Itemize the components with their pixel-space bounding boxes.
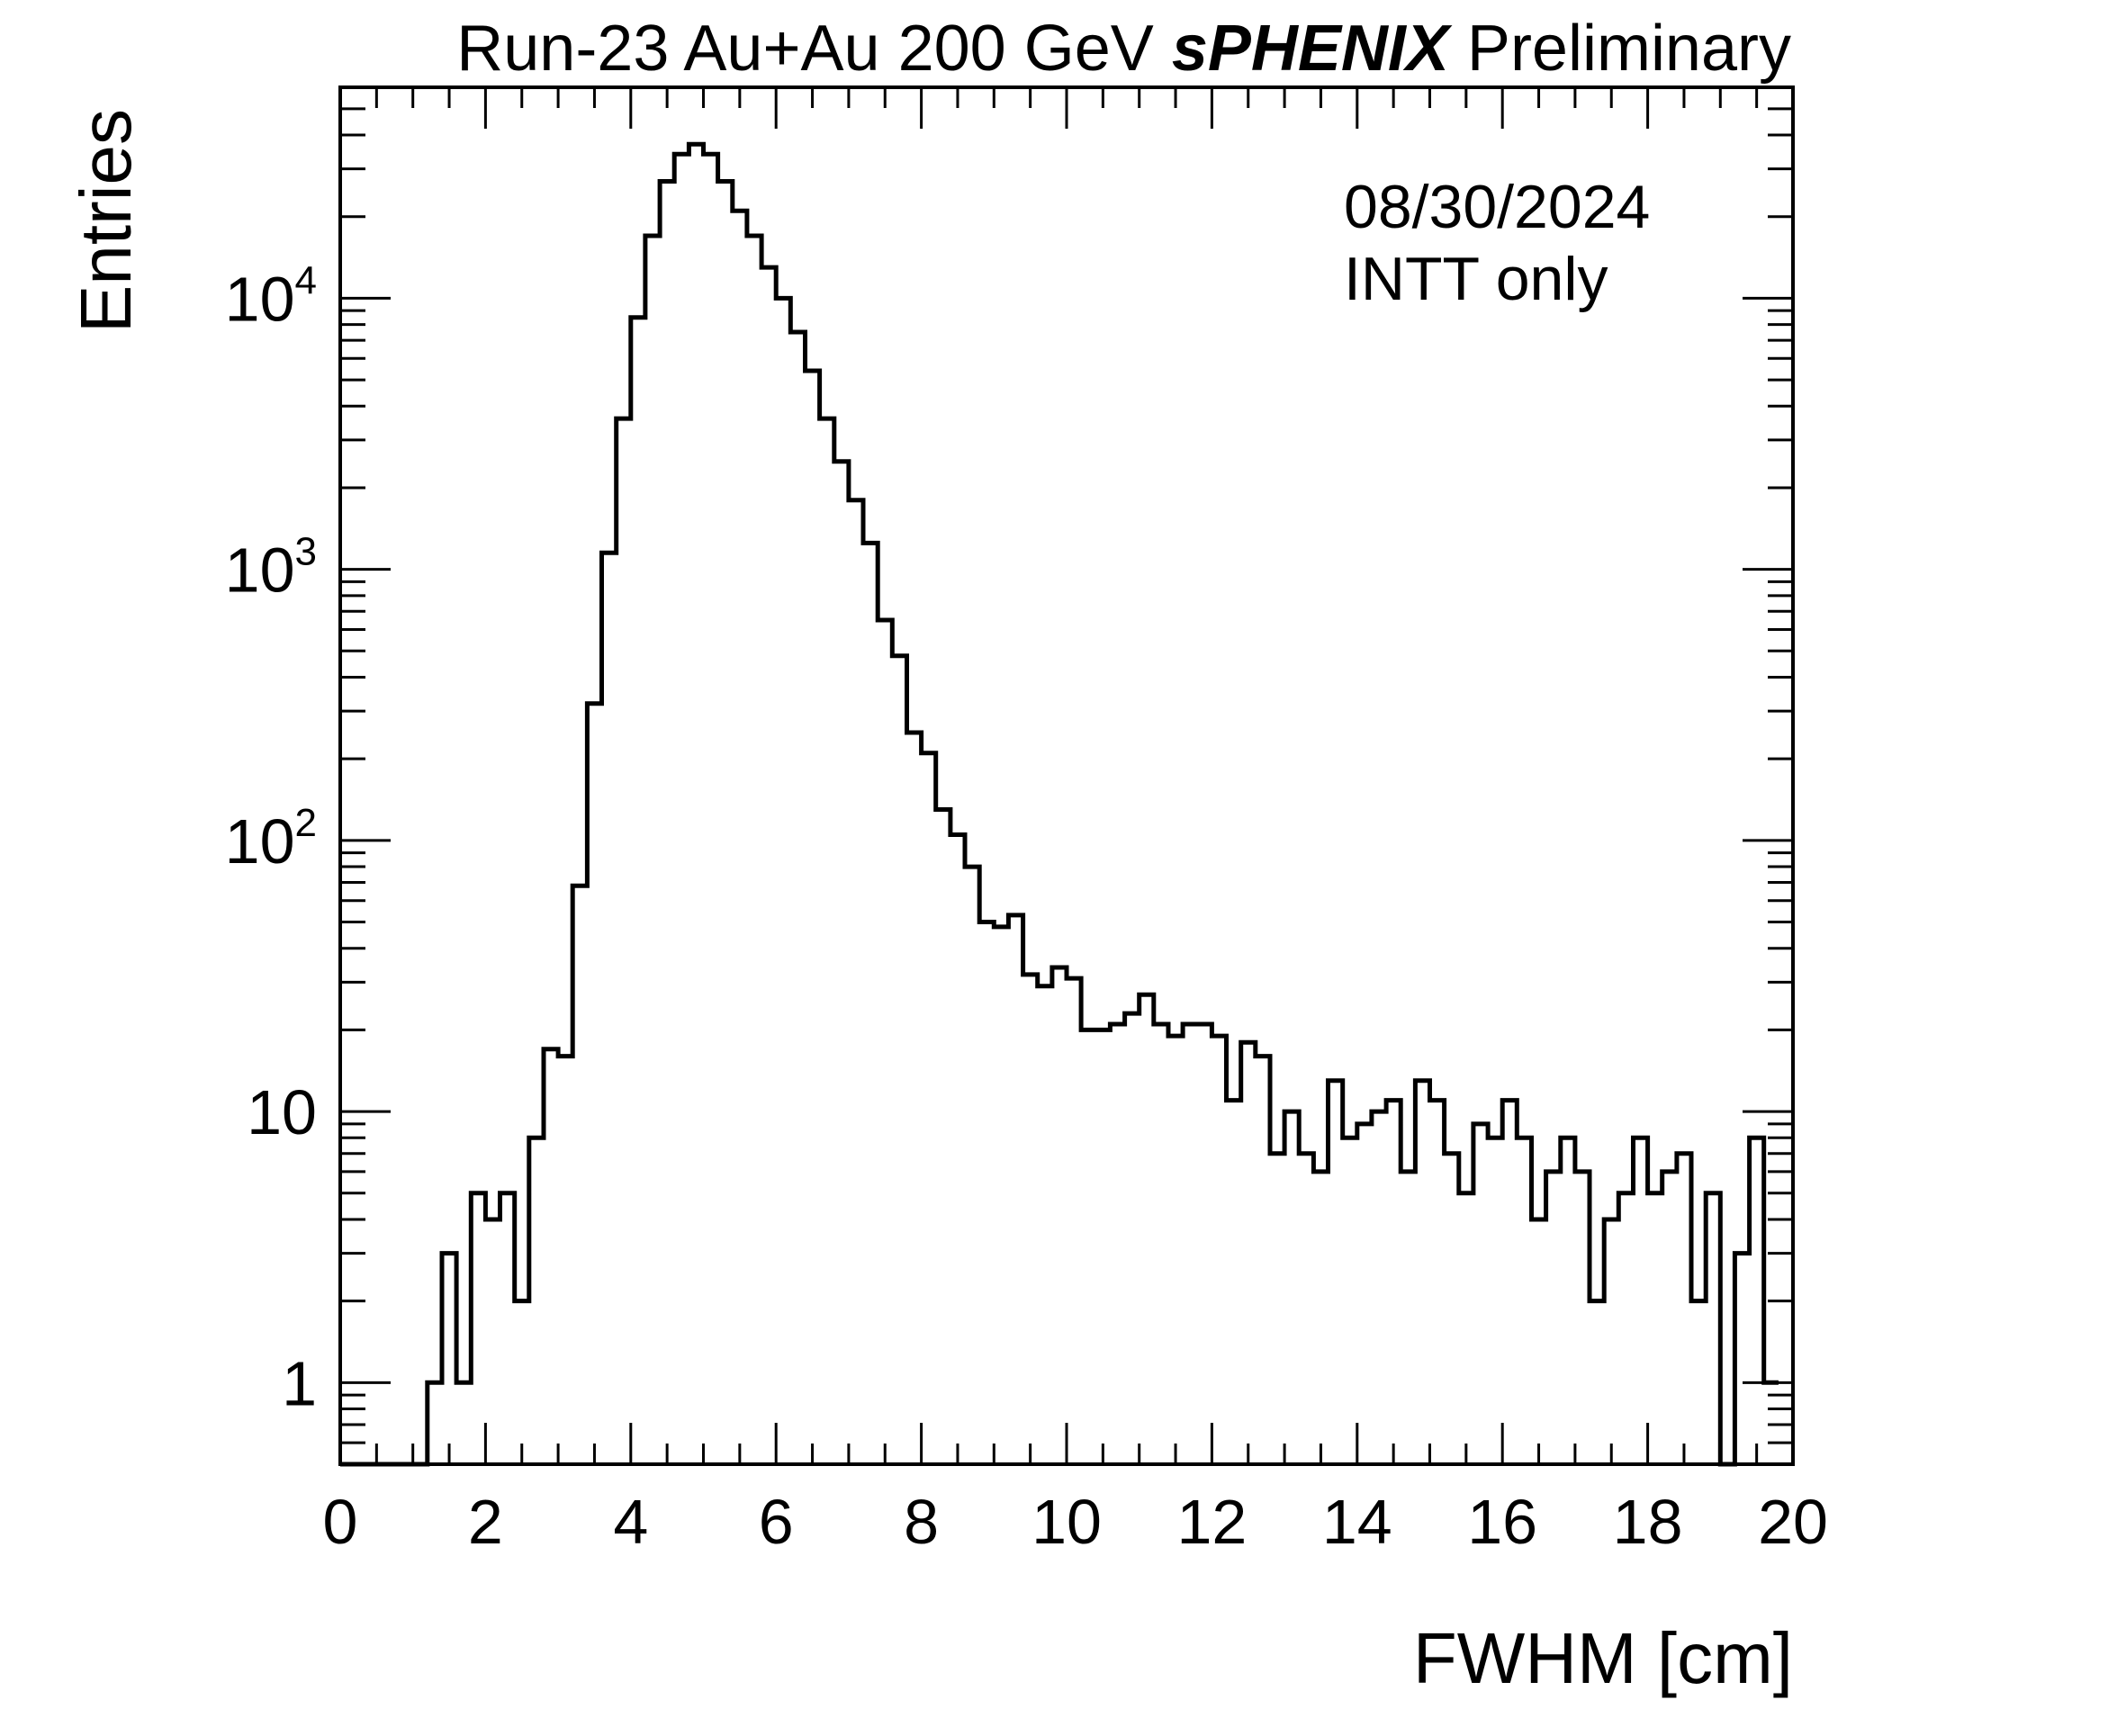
x-axis-label: FWHM [cm] xyxy=(1413,1618,1793,1698)
y-tick-label: 103 xyxy=(225,530,317,606)
x-tick-label: 16 xyxy=(1467,1487,1537,1557)
title-experiment: sPHENIX xyxy=(1172,13,1453,85)
x-tick-label: 8 xyxy=(904,1487,939,1557)
x-axis-tick-labels: 0 2 4 6 8 10 12 14 16 18 20 xyxy=(323,1487,1828,1557)
y-tick-label: 102 xyxy=(225,801,317,877)
y-tick-label: 104 xyxy=(225,258,317,334)
x-tick-label: 20 xyxy=(1758,1487,1828,1557)
y-axis-ticks xyxy=(340,85,1793,1466)
x-tick-label: 2 xyxy=(468,1487,503,1557)
svg-text:Run-23 Au+Au 200 GeV sPHENIX P: Run-23 Au+Au 200 GeV sPHENIX Preliminary xyxy=(456,13,1791,85)
x-tick-label: 10 xyxy=(1031,1487,1102,1557)
title-suffix: Preliminary xyxy=(1449,13,1791,85)
x-tick-label: 14 xyxy=(1322,1487,1392,1557)
y-axis-label: Entries xyxy=(66,109,146,333)
plot-frame xyxy=(338,85,1795,1466)
x-tick-label: 18 xyxy=(1613,1487,1683,1557)
x-tick-label: 4 xyxy=(613,1487,648,1557)
histogram-line xyxy=(340,141,1779,1467)
y-axis-tick-labels: 1 10 102 103 104 xyxy=(225,258,317,1418)
x-tick-label: 6 xyxy=(759,1487,794,1557)
annotation-date: 08/30/2024 xyxy=(1344,173,1650,241)
annotation-detector: INTT only xyxy=(1344,245,1608,313)
x-axis-ticks xyxy=(338,87,1795,1464)
chart-title: Run-23 Au+Au 200 GeV sPHENIX Preliminary xyxy=(456,13,1791,85)
y-tick-label: 1 xyxy=(282,1348,317,1418)
title-prefix: Run-23 Au+Au 200 GeV xyxy=(456,13,1172,85)
x-tick-label: 0 xyxy=(323,1487,358,1557)
y-tick-label: 10 xyxy=(247,1077,317,1147)
x-tick-label: 12 xyxy=(1176,1487,1247,1557)
